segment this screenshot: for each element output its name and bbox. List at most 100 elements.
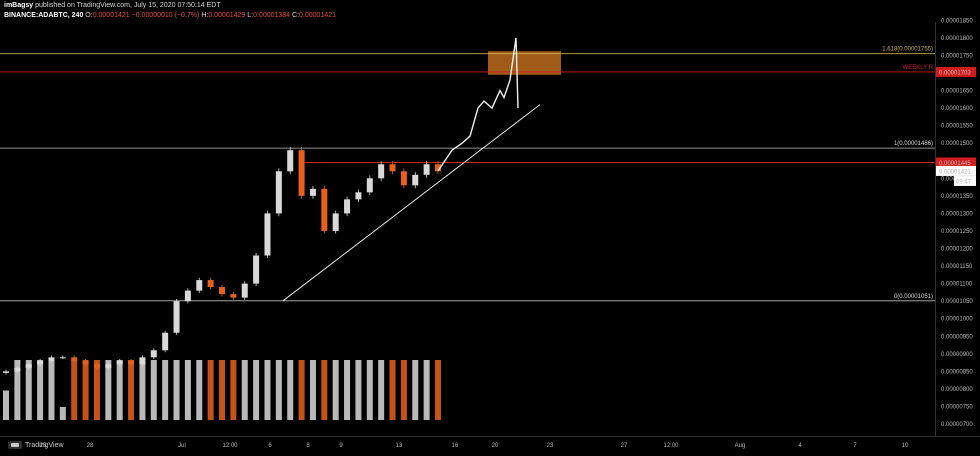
y-tick-label: 0.00001050 [941, 299, 973, 305]
close-label: C: [292, 12, 300, 19]
candle-body [321, 188, 328, 231]
footer-brand: TradingView [8, 441, 64, 449]
weekly-price-tag: 0.00001703 [939, 70, 971, 76]
volume-bar [423, 360, 430, 420]
candle-body [196, 280, 203, 291]
y-tick-label: 0.00001600 [941, 106, 973, 112]
volume-bar [116, 360, 123, 420]
x-tick-label: 9 [339, 443, 343, 449]
volume-bar [253, 360, 260, 420]
x-tick-label: 12:00 [663, 443, 679, 449]
ohlc-legend: BINANCE:ADABTC, 240 O: 0.00001421 −0.0000… [4, 12, 336, 19]
candle-body [400, 171, 407, 186]
x-tick-label: 16 [452, 443, 459, 449]
volume-bar [378, 360, 385, 420]
y-tick-label: 0.00000750 [941, 404, 973, 410]
volume-bar [93, 360, 100, 420]
y-tick-label: 0.00001500 [941, 141, 973, 147]
y-tick-label: 0.00001750 [941, 53, 973, 59]
y-tick-label: 0.00001250 [941, 229, 973, 235]
last-price-tag: 0.00001421 [939, 169, 971, 175]
candle-body [173, 301, 180, 333]
volume-bar [71, 360, 78, 420]
candle-body [59, 357, 66, 359]
candle-body [412, 174, 419, 186]
change-value: −0.00000010 (−0.7%) [131, 12, 200, 19]
candle-body [435, 164, 441, 172]
candle-body [219, 287, 225, 295]
candle-body [207, 280, 214, 288]
volume-bar [150, 360, 157, 420]
candle-body [71, 357, 78, 361]
ascending-trendline [282, 104, 541, 302]
volume-bar [25, 360, 32, 420]
weekly-price-tag-bg [936, 66, 976, 77]
volume-bar [128, 360, 135, 420]
volume-bar [332, 360, 339, 420]
candle-body [389, 164, 396, 172]
candle-body [162, 332, 169, 351]
x-tick-label: 7 [853, 443, 857, 449]
candle-body [309, 188, 316, 196]
volume-bar [196, 360, 203, 420]
x-tick-label: 25 [40, 443, 47, 449]
countdown-bg [954, 175, 976, 186]
y-tick-label: 0.00001350 [941, 194, 973, 200]
published-text: published on TradingView.com, July 15, 2… [35, 2, 221, 9]
volume-bar [48, 360, 55, 420]
publisher-name[interactable]: imBagsy [4, 2, 34, 9]
candle-body [344, 199, 351, 214]
x-tick-label: 27 [621, 443, 628, 449]
volume-bar [184, 360, 191, 420]
open-label: O: [85, 12, 93, 19]
volume-bar [207, 360, 214, 420]
x-tick-label: 8 [306, 443, 310, 449]
candle-body [423, 164, 430, 175]
volume-bar [389, 360, 396, 420]
last-price-tag-bg [936, 165, 976, 176]
candle-body [298, 150, 305, 196]
support-price-tag: 0.00001445 [939, 161, 971, 167]
candle-body [230, 294, 237, 298]
y-tick-label: 0.00001650 [941, 89, 973, 95]
projection-path [437, 37, 519, 172]
candle-body [378, 164, 385, 179]
volume-bar [219, 360, 225, 420]
tradingview-logo-icon [8, 441, 22, 449]
brand-name: TradingView [25, 441, 64, 449]
fib-1-label: 1(0.00001486) [894, 141, 933, 147]
y-tick-label: 0.00001850 [941, 18, 973, 24]
volume-bar [59, 407, 66, 420]
volume-bar [309, 360, 316, 420]
candle-body [48, 357, 55, 361]
volume-bar [412, 360, 419, 420]
y-tick-label: 0.00000950 [941, 334, 973, 340]
candle-body [264, 213, 271, 256]
volume-bar [82, 360, 89, 420]
volume-bar [321, 360, 328, 420]
volume-bar [37, 360, 44, 420]
volume-bar [105, 360, 112, 420]
x-tick-label: 6 [268, 443, 272, 449]
x-tick-label: 12:00 [222, 443, 238, 449]
y-tick-label: 0.00000850 [941, 369, 973, 375]
volume-bar [139, 360, 146, 420]
volume-bar [230, 360, 237, 420]
x-tick-label: Jul [178, 443, 186, 449]
high-label: H: [201, 12, 209, 19]
x-tick-label: Aug [735, 443, 746, 449]
volume-bar [344, 360, 351, 420]
support-price-tag-bg [936, 157, 976, 168]
volume-bar [275, 360, 282, 420]
low-value: 0.00001384 [253, 12, 291, 19]
symbol-label[interactable]: BINANCE:ADABTC, 240 [4, 12, 84, 19]
y-tick-label: 0.00001300 [941, 211, 973, 217]
candle-body [3, 371, 9, 373]
weekly-label: WEEKLY R [903, 65, 934, 71]
close-value: 0.00001421 [299, 12, 337, 19]
x-tick-label: 4 [798, 443, 802, 449]
candle-body [241, 283, 248, 298]
countdown-tag: 09:47 [956, 179, 972, 185]
y-tick-label: 0.00001800 [941, 36, 973, 42]
